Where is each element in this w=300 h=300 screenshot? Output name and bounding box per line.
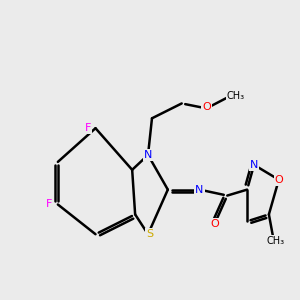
Text: N: N [195, 184, 204, 195]
Text: N: N [144, 150, 152, 160]
Text: F: F [46, 200, 52, 209]
Text: O: O [202, 102, 211, 112]
Text: CH₃: CH₃ [226, 91, 245, 100]
Text: S: S [146, 229, 153, 239]
Text: F: F [85, 123, 91, 133]
Text: O: O [274, 175, 283, 185]
Text: CH₃: CH₃ [266, 236, 284, 246]
Text: N: N [250, 160, 258, 170]
Text: O: O [210, 219, 219, 229]
